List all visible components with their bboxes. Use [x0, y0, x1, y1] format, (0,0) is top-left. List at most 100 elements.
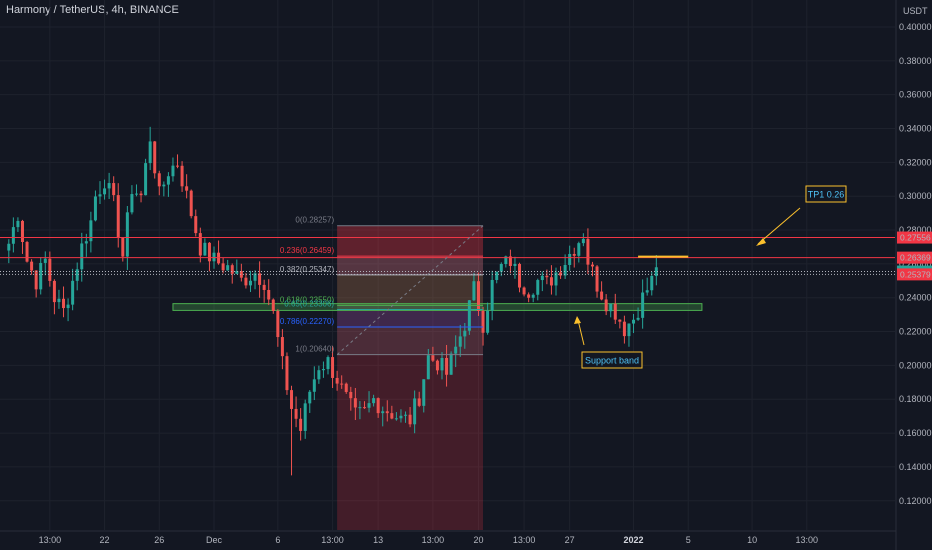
- time-tick-label: 13:00: [321, 535, 344, 545]
- candle-body: [134, 193, 138, 195]
- candle-body: [531, 294, 535, 298]
- tp-arrow-line: [757, 207, 801, 245]
- candle-body: [554, 272, 558, 286]
- candle-body: [57, 298, 61, 303]
- candle-body: [404, 414, 408, 416]
- candle-body: [203, 242, 207, 256]
- fib-zone: [337, 305, 484, 310]
- candle-body: [394, 418, 398, 420]
- candle-body: [166, 176, 170, 185]
- support-label-box: [581, 351, 643, 369]
- candle-body: [431, 355, 435, 361]
- candle-body: [258, 273, 262, 285]
- candle-body: [285, 356, 289, 391]
- support-arrow-line: [577, 319, 585, 346]
- candle-body: [326, 357, 330, 370]
- candle-body: [613, 303, 617, 320]
- candle-body: [358, 407, 362, 409]
- price-axis[interactable]: USDT 0.40000 0.38000 0.36000 0.34000 0.32000 0…: [895, 0, 932, 550]
- price-tag-label: 0.27556: [900, 233, 931, 243]
- candle-body: [481, 310, 485, 333]
- candle-body: [572, 253, 576, 256]
- fib-level-label: 0(0.28257): [295, 216, 334, 225]
- candle-body: [417, 398, 421, 406]
- candle-body: [235, 271, 239, 274]
- candle-body: [340, 383, 344, 385]
- candle-body: [463, 330, 467, 337]
- time-tick-label: 20: [473, 535, 483, 545]
- fib-zone: [337, 326, 484, 355]
- candle-body: [71, 280, 75, 305]
- candle-body: [144, 163, 148, 196]
- candle-body: [609, 303, 613, 312]
- candle-body: [508, 256, 512, 266]
- candle-body: [650, 275, 654, 291]
- candle-body: [157, 173, 161, 187]
- candle-body: [435, 360, 439, 371]
- candle-body: [458, 336, 462, 347]
- support-label: Support band: [585, 356, 639, 366]
- candle-body: [176, 165, 180, 167]
- candle-body: [239, 271, 243, 278]
- candle-body: [577, 243, 581, 256]
- candle-body: [344, 383, 348, 392]
- fib-level-label: 0.618(0.23550): [280, 295, 335, 304]
- candle-body: [139, 193, 143, 196]
- candle-body: [7, 243, 11, 251]
- candle-body: [112, 183, 116, 196]
- price-tick-label: 0.34000: [899, 124, 932, 134]
- candle-body: [262, 284, 266, 290]
- candle-body: [125, 212, 129, 257]
- candle-body: [308, 391, 312, 404]
- price-tick-label: 0.38000: [899, 56, 932, 66]
- candle-body: [194, 216, 198, 234]
- price-tag: [897, 231, 932, 244]
- candle-body: [632, 319, 636, 324]
- candle-body: [527, 294, 531, 298]
- price-tick-label: 0.24000: [899, 293, 932, 303]
- candle-body: [253, 273, 257, 281]
- candle-body: [390, 413, 394, 419]
- candle-body: [568, 253, 572, 265]
- candle-body: [627, 323, 631, 337]
- candle-body: [590, 264, 594, 267]
- support-band: [172, 303, 703, 311]
- fib-level-label: 0.786(0.22270): [280, 317, 335, 326]
- candle-body: [604, 299, 608, 312]
- candle-body: [180, 165, 184, 187]
- candle-body: [454, 346, 458, 354]
- candle-body: [230, 265, 234, 274]
- fib-level-label: 0.382(0.25347): [280, 265, 335, 274]
- candle-body: [171, 165, 175, 177]
- candle-body: [381, 411, 385, 414]
- candle-body: [449, 353, 453, 375]
- candle-body: [581, 238, 585, 244]
- risk-zone: [337, 225, 484, 530]
- candle-body: [303, 403, 307, 431]
- candle-body: [618, 319, 622, 322]
- candle-body: [148, 141, 152, 164]
- price-tick-label: 0.22000: [899, 327, 932, 337]
- candle-body: [536, 280, 540, 295]
- price-tag: [897, 251, 932, 264]
- candle-body: [426, 355, 430, 380]
- candle-body: [321, 369, 325, 371]
- candle-body: [130, 194, 134, 213]
- candle-body: [43, 258, 47, 263]
- candle-body: [280, 337, 284, 357]
- support-arrow-head: [574, 316, 581, 324]
- price-tick-label: 0.26000: [899, 259, 932, 269]
- fib-zone: [337, 309, 484, 327]
- candle-body: [408, 414, 412, 425]
- time-axis[interactable]: 13:00 22 26 Dec 6 13:00 13 13:00 20 13:00 27 2022 5 1…: [0, 530, 896, 545]
- candle-body: [445, 357, 449, 375]
- candle-body: [622, 321, 626, 337]
- candle-body: [185, 186, 189, 191]
- candle-body: [48, 258, 52, 281]
- price-tick-label: 0.28000: [899, 225, 932, 235]
- chart-title: Harmony / TetherUS, 4h, BINANCE: [6, 4, 179, 16]
- fib-trend-line: [336, 225, 484, 355]
- time-tick-label: 22: [100, 535, 110, 545]
- candle-body: [335, 377, 339, 384]
